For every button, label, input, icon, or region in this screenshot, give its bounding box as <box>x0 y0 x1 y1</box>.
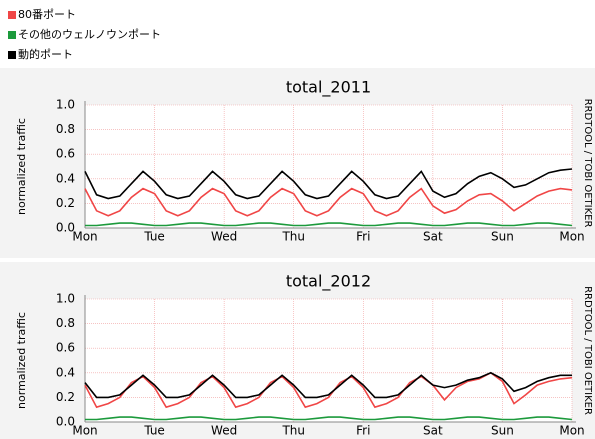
watermark: RRDTOOL / TOBI OETIKER <box>582 99 593 228</box>
y-axis-label: normalized traffic <box>15 118 28 215</box>
y-tick-label: 0.0 <box>56 415 75 429</box>
series-line <box>84 187 573 217</box>
x-tick-label: Mon <box>72 424 97 438</box>
x-tick-label: Thu <box>281 230 305 244</box>
x-tick-label: Fri <box>356 424 370 438</box>
x-tick-label: Fri <box>356 230 370 244</box>
x-tick-label: Sat <box>423 424 443 438</box>
legend-label: その他のウェルノウンポート <box>18 28 161 41</box>
x-tick-label: Tue <box>143 424 165 438</box>
series-line <box>85 416 573 421</box>
x-tick-label: Thu <box>281 424 305 438</box>
legend-swatch <box>8 11 16 19</box>
y-tick-label: 0.0 <box>56 221 75 235</box>
y-tick-label: 0.6 <box>56 147 75 161</box>
x-tick-label: Mon <box>72 230 97 244</box>
y-tick-label: 0.2 <box>56 196 75 210</box>
legend-swatch <box>8 51 16 59</box>
x-tick-label: Mon <box>559 424 584 438</box>
x-tick-label: Mon <box>559 230 584 244</box>
series-line <box>85 222 573 227</box>
y-tick-label: 1.0 <box>56 292 75 306</box>
series-line <box>84 168 573 200</box>
x-tick-label: Wed <box>211 230 237 244</box>
y-tick-label: 1.0 <box>56 98 75 112</box>
y-tick-label: 0.4 <box>56 171 75 185</box>
series-line <box>84 371 572 399</box>
legend-label: 動的ポート <box>18 47 73 61</box>
plot-area <box>85 299 572 422</box>
x-tick-label: Wed <box>211 424 237 438</box>
x-tick-label: Sun <box>491 230 514 244</box>
x-tick-label: Sun <box>491 424 514 438</box>
plot-area <box>85 105 572 228</box>
y-axis-label: normalized traffic <box>15 312 28 409</box>
x-tick-label: Sat <box>423 230 443 244</box>
y-tick-label: 0.2 <box>56 390 75 404</box>
y-tick-label: 0.8 <box>56 122 75 136</box>
legend-label: 80番ポート <box>18 8 76 21</box>
y-tick-label: 0.4 <box>56 365 75 379</box>
chart-title: total_2012 <box>286 272 371 292</box>
watermark: RRDTOOL / TOBI OETIKER <box>582 286 593 415</box>
x-tick-label: Tue <box>143 230 165 244</box>
y-tick-label: 0.8 <box>56 316 75 330</box>
y-tick-label: 0.6 <box>56 341 75 355</box>
legend-swatch <box>8 31 16 39</box>
chart-title: total_2011 <box>286 78 371 98</box>
